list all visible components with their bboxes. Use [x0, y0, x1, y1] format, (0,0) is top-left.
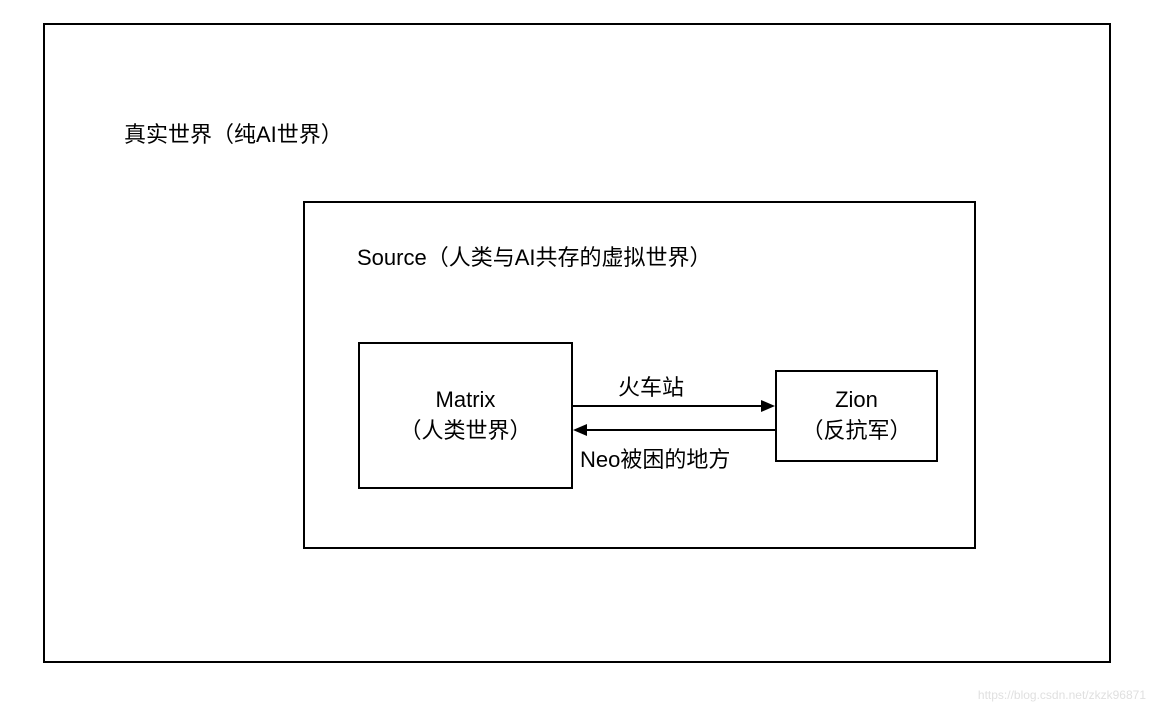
- matrix-line1: Matrix: [436, 385, 496, 416]
- zion-line1: Zion: [835, 385, 878, 416]
- matrix-line2: （人类世界）: [399, 416, 531, 447]
- matrix-box: Matrix （人类世界）: [358, 342, 573, 489]
- arrow-zion-to-matrix: [573, 420, 775, 440]
- outer-world-label: 真实世界（纯AI世界）: [124, 117, 343, 149]
- zion-box: Zion （反抗军）: [775, 370, 938, 462]
- zion-line2: （反抗军）: [801, 416, 911, 447]
- arrow-bottom-label: Neo被困的地方: [580, 442, 730, 474]
- arrow-top-label: 火车站: [618, 370, 684, 402]
- watermark: https://blog.csdn.net/zkzk96871: [978, 688, 1146, 702]
- source-label: Source（人类与AI共存的虚拟世界）: [357, 240, 712, 272]
